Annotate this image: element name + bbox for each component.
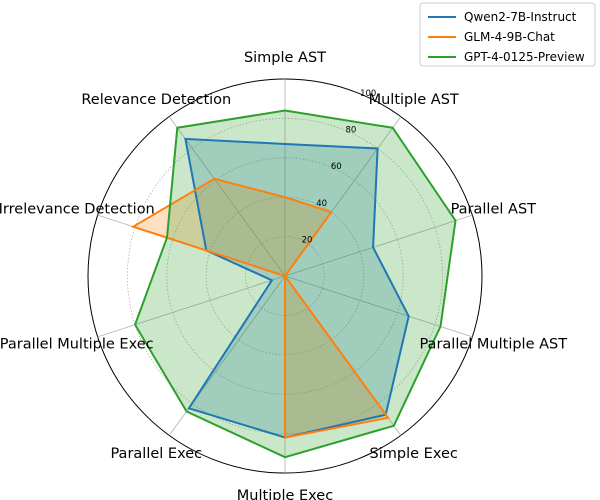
axis-label: Parallel Multiple Exec: [0, 337, 154, 353]
axis-label: Irrelevance Detection: [0, 201, 155, 217]
axis-label: Parallel Exec: [110, 446, 202, 462]
legend-label: Qwen2-7B-Instruct: [464, 10, 577, 24]
legend: Qwen2-7B-Instruct GLM-4-9B-Chat GPT-4-0125…: [419, 2, 596, 67]
axis-label: Multiple Exec: [237, 488, 333, 500]
axis-label: Simple Exec: [370, 446, 458, 462]
ring-tick-label: 60: [331, 162, 342, 172]
ring-tick-label: 80: [345, 126, 356, 136]
grid-ring: [126, 117, 444, 435]
axis-label: Parallel AST: [451, 201, 537, 217]
grid-spoke: [168, 116, 286, 277]
series-fill: [185, 138, 409, 438]
series-fill: [133, 178, 389, 438]
ring-tick-label: 100: [360, 89, 376, 99]
series-line: [133, 109, 457, 459]
series-line: [130, 177, 390, 439]
axis-label: Relevance Detection: [81, 92, 231, 108]
legend-label: GLM-4-9B-Chat: [464, 30, 555, 44]
ring-tick-label: 40: [316, 199, 327, 209]
legend-label: GPT-4-0125-Preview: [464, 50, 585, 64]
ring-tick-label: 20: [302, 235, 313, 245]
grid-spoke: [97, 275, 286, 338]
grid-spoke: [284, 214, 473, 277]
axis-label: Multiple AST: [369, 92, 459, 108]
axis-label: Parallel Multiple AST: [419, 337, 567, 353]
axis-labels: Simple AST Multiple AST Parallel AST Parall…: [0, 50, 567, 500]
ring-labels: 20 40 60 80 100: [302, 89, 377, 245]
axis-label: Simple AST: [244, 50, 326, 66]
radar-series: [130, 109, 457, 459]
legend-frame: [419, 2, 596, 67]
